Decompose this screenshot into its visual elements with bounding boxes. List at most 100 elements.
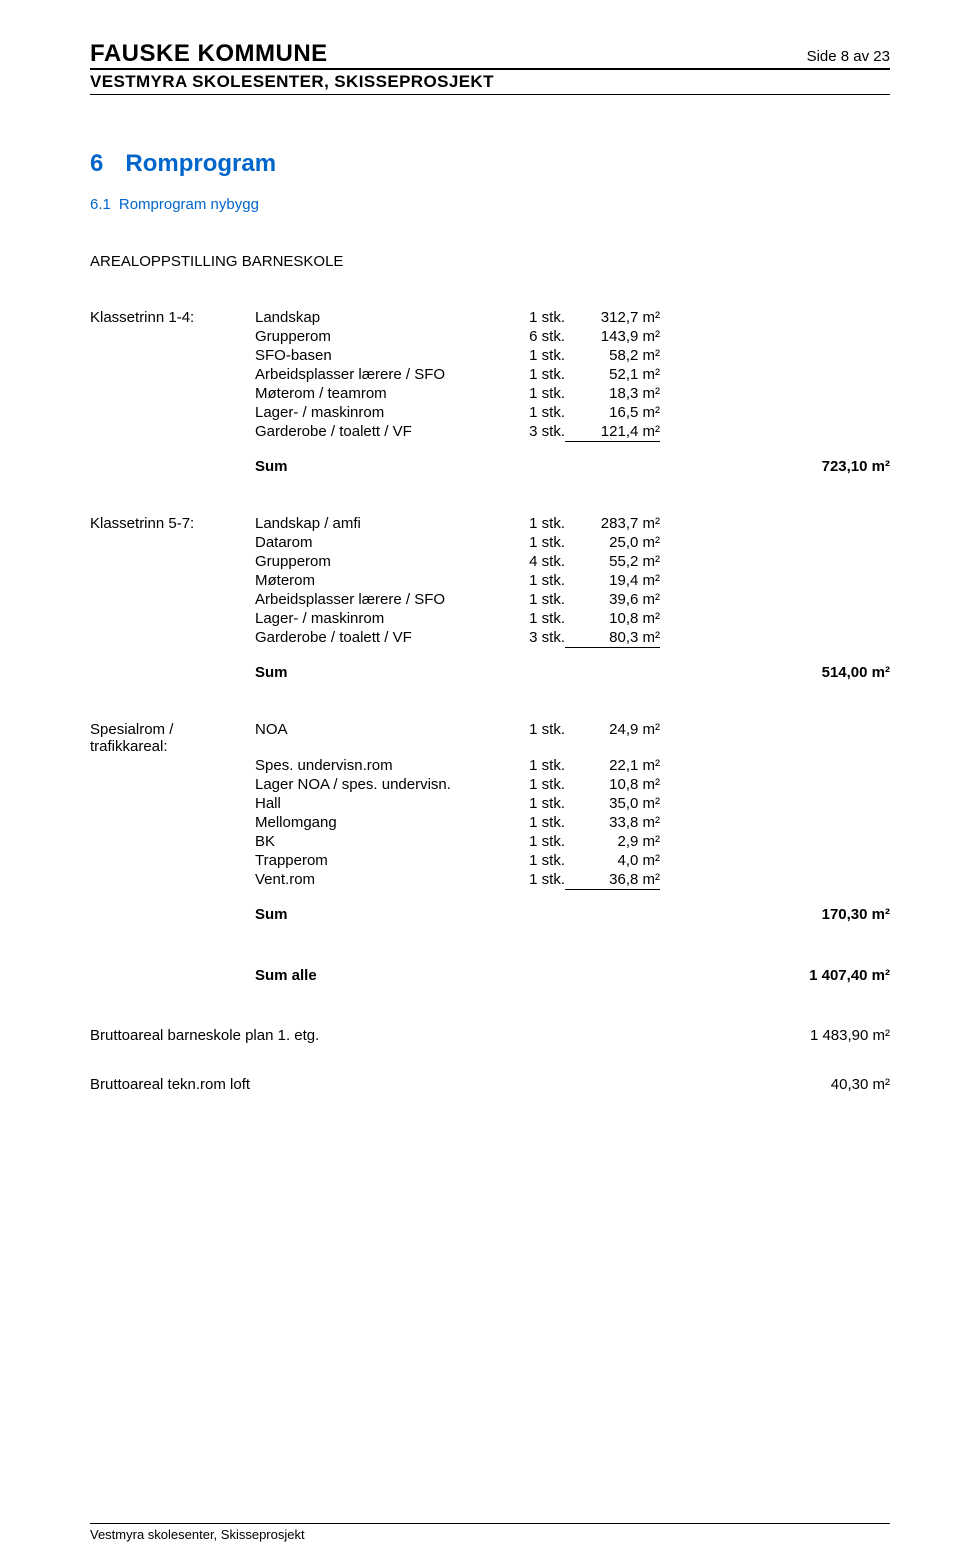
row-value: 10,8 m² bbox=[565, 775, 660, 794]
groups-container: Klassetrinn 1-4:Landskap1 stk.312,7 m²Gr… bbox=[90, 308, 890, 924]
group-label-cell bbox=[90, 403, 255, 422]
footer: Vestmyra skolesenter, Skisseprosjekt bbox=[90, 1523, 890, 1542]
table-row: Garderobe / toalett / VF3 stk.80,3 m² bbox=[90, 628, 890, 648]
row-desc: Spes. undervisn.rom bbox=[255, 756, 505, 775]
sum-alle-label: Sum alle bbox=[255, 966, 505, 985]
row-qty: 6 stk. bbox=[505, 327, 565, 346]
row-desc: Arbeidsplasser lærere / SFO bbox=[255, 365, 505, 384]
table-row: SFO-basen1 stk.58,2 m² bbox=[90, 346, 890, 365]
row-value: 58,2 m² bbox=[565, 346, 660, 365]
table-row: Lager- / maskinrom1 stk.10,8 m² bbox=[90, 609, 890, 628]
chapter-heading: 6Romprogram bbox=[90, 150, 890, 178]
sum-value: 514,00 m² bbox=[660, 650, 890, 682]
group-label-cell bbox=[90, 590, 255, 609]
row-value: 121,4 m² bbox=[565, 422, 660, 442]
row-qty: 1 stk. bbox=[505, 403, 565, 422]
row-qty: 1 stk. bbox=[505, 346, 565, 365]
row-qty: 1 stk. bbox=[505, 832, 565, 851]
row-qty: 1 stk. bbox=[505, 308, 565, 327]
bottom-row-value: 1 483,90 m² bbox=[810, 1027, 890, 1044]
row-value: 4,0 m² bbox=[565, 851, 660, 870]
group-label-cell bbox=[90, 851, 255, 870]
row-qty: 1 stk. bbox=[505, 794, 565, 813]
chapter-number: 6 bbox=[90, 150, 103, 177]
group-label-cell bbox=[90, 365, 255, 384]
table-row: Arbeidsplasser lærere / SFO1 stk.39,6 m² bbox=[90, 590, 890, 609]
sum-value: 170,30 m² bbox=[660, 892, 890, 924]
row-desc: NOA bbox=[255, 720, 505, 756]
group-block: Klassetrinn 1-4:Landskap1 stk.312,7 m²Gr… bbox=[90, 308, 890, 476]
row-desc: Trapperom bbox=[255, 851, 505, 870]
table-row: Møterom / teamrom1 stk.18,3 m² bbox=[90, 384, 890, 403]
sum-label: Sum bbox=[255, 650, 505, 682]
group-label-cell bbox=[90, 609, 255, 628]
row-desc: Garderobe / toalett / VF bbox=[255, 628, 505, 648]
row-value: 36,8 m² bbox=[565, 870, 660, 890]
group-label-cell bbox=[90, 832, 255, 851]
table-row: Møterom1 stk.19,4 m² bbox=[90, 571, 890, 590]
bottom-row: Bruttoareal barneskole plan 1. etg. 1 483… bbox=[90, 1027, 890, 1044]
row-qty: 1 stk. bbox=[505, 571, 565, 590]
row-value: 55,2 m² bbox=[565, 552, 660, 571]
sum-value: 723,10 m² bbox=[660, 444, 890, 476]
group-block: Klassetrinn 5-7:Landskap / amfi1 stk.283… bbox=[90, 514, 890, 682]
table-row: Vent.rom1 stk.36,8 m² bbox=[90, 870, 890, 890]
bottom-row-label: Bruttoareal barneskole plan 1. etg. bbox=[90, 1027, 319, 1044]
table-row: Spesialrom / trafikkareal:NOA1 stk.24,9 … bbox=[90, 720, 890, 756]
row-qty: 1 stk. bbox=[505, 365, 565, 384]
row-qty: 1 stk. bbox=[505, 851, 565, 870]
header-page-number: Side 8 av 23 bbox=[807, 48, 890, 65]
group-table: Spesialrom / trafikkareal:NOA1 stk.24,9 … bbox=[90, 720, 890, 924]
group-label-cell bbox=[90, 756, 255, 775]
row-qty: 3 stk. bbox=[505, 628, 565, 648]
table-row: Arbeidsplasser lærere / SFO1 stk.52,1 m² bbox=[90, 365, 890, 384]
row-desc: Lager- / maskinrom bbox=[255, 609, 505, 628]
row-value: 39,6 m² bbox=[565, 590, 660, 609]
row-value: 2,9 m² bbox=[565, 832, 660, 851]
bottom-row-value: 40,30 m² bbox=[831, 1076, 890, 1093]
section-title: AREALOPPSTILLING BARNESKOLE bbox=[90, 253, 890, 270]
row-value: 19,4 m² bbox=[565, 571, 660, 590]
table-row: Hall1 stk.35,0 m² bbox=[90, 794, 890, 813]
table-row: Lager NOA / spes. undervisn.1 stk.10,8 m… bbox=[90, 775, 890, 794]
bottom-rows: Bruttoareal barneskole plan 1. etg. 1 483… bbox=[90, 1027, 890, 1093]
group-label-cell bbox=[90, 422, 255, 442]
row-desc: Landskap bbox=[255, 308, 505, 327]
row-desc: Møterom / teamrom bbox=[255, 384, 505, 403]
row-qty: 1 stk. bbox=[505, 590, 565, 609]
row-desc: Møterom bbox=[255, 571, 505, 590]
group-label-cell bbox=[90, 533, 255, 552]
table-row: Trapperom1 stk.4,0 m² bbox=[90, 851, 890, 870]
row-desc: Datarom bbox=[255, 533, 505, 552]
group-label-cell bbox=[90, 813, 255, 832]
group-label-cell: Spesialrom / trafikkareal: bbox=[90, 720, 255, 756]
group-label-cell bbox=[90, 327, 255, 346]
row-desc: Lager- / maskinrom bbox=[255, 403, 505, 422]
group-label-cell: Klassetrinn 1-4: bbox=[90, 308, 255, 327]
group-label-cell bbox=[90, 870, 255, 890]
group-label-cell bbox=[90, 571, 255, 590]
table-row: Grupperom4 stk.55,2 m² bbox=[90, 552, 890, 571]
sum-row: Sum170,30 m² bbox=[90, 892, 890, 924]
header-org: FAUSKE KOMMUNE bbox=[90, 40, 328, 68]
row-value: 22,1 m² bbox=[565, 756, 660, 775]
row-value: 143,9 m² bbox=[565, 327, 660, 346]
row-qty: 1 stk. bbox=[505, 756, 565, 775]
row-qty: 1 stk. bbox=[505, 720, 565, 756]
table-row: Lager- / maskinrom1 stk.16,5 m² bbox=[90, 403, 890, 422]
row-desc: Grupperom bbox=[255, 327, 505, 346]
row-desc: SFO-basen bbox=[255, 346, 505, 365]
group-label-cell bbox=[90, 775, 255, 794]
table-row: Garderobe / toalett / VF3 stk.121,4 m² bbox=[90, 422, 890, 442]
row-qty: 1 stk. bbox=[505, 514, 565, 533]
row-value: 33,8 m² bbox=[565, 813, 660, 832]
row-qty: 1 stk. bbox=[505, 533, 565, 552]
row-value: 24,9 m² bbox=[565, 720, 660, 756]
row-value: 283,7 m² bbox=[565, 514, 660, 533]
page: FAUSKE KOMMUNE Side 8 av 23 VESTMYRA SKO… bbox=[0, 0, 960, 1564]
group-table: Klassetrinn 1-4:Landskap1 stk.312,7 m²Gr… bbox=[90, 308, 890, 476]
table-row: Klassetrinn 5-7:Landskap / amfi1 stk.283… bbox=[90, 514, 890, 533]
row-value: 18,3 m² bbox=[565, 384, 660, 403]
table-row: BK1 stk.2,9 m² bbox=[90, 832, 890, 851]
header-row: FAUSKE KOMMUNE Side 8 av 23 bbox=[90, 40, 890, 70]
